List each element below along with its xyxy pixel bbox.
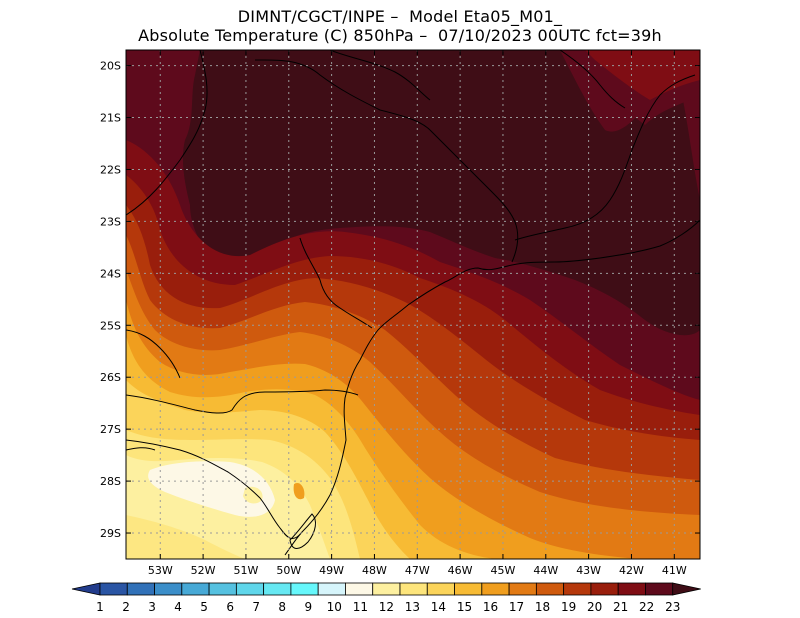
colorbar-swatch: [617, 582, 646, 596]
colorbar-label: 15: [457, 600, 472, 614]
colorbar-label: 9: [304, 600, 312, 614]
axis-ticks: 20S 21S 22S 23S 24S 25S 26S 27S 28S 29S 53W 52W 51W 5…: [100, 50, 700, 577]
colorbar-label: 22: [639, 600, 654, 614]
state-border-go: [329, 50, 431, 101]
lat-tick-label: 27S: [100, 423, 121, 436]
colorbar-label: 17: [509, 600, 524, 614]
boundaries: [126, 50, 700, 556]
colorbar-label: 23: [665, 600, 680, 614]
colorbar-swatch: [71, 582, 101, 596]
lon-tick-label: 48W: [362, 564, 387, 577]
lat-tick-label: 26S: [100, 371, 121, 384]
map-frame: [125, 49, 701, 560]
colorbar-swatch: [645, 582, 674, 596]
colorbar-swatch: [426, 582, 455, 596]
lat-tick-label: 28S: [100, 475, 121, 488]
colorbar-label: 5: [200, 600, 208, 614]
lat-tick-label: 29S: [100, 527, 121, 540]
field-21-patch: [585, 50, 700, 100]
state-border-mg-rj: [514, 149, 633, 241]
state-border-mg-es: [631, 74, 696, 151]
state-border-ms: [126, 50, 208, 216]
field-12-blob: [243, 486, 263, 504]
colorbar-label: 13: [405, 600, 420, 614]
lon-tick-label: 41W: [662, 564, 687, 577]
colorbar-swatch: [481, 582, 510, 596]
lon-tick-label: 47W: [405, 564, 430, 577]
lon-tick-label: 44W: [533, 564, 558, 577]
colorbar-label: 20: [587, 600, 602, 614]
colorbar-swatch: [454, 582, 483, 596]
field-23: [182, 50, 700, 336]
lagoa-dos-patos: [289, 513, 316, 549]
argentina-border: [126, 447, 156, 451]
colorbar-swatch: [590, 582, 619, 596]
field-16-blob: [293, 482, 305, 500]
lat-tick-label: 25S: [100, 319, 121, 332]
colorbar-swatch: [372, 582, 401, 596]
colorbar-swatch: [99, 582, 128, 596]
colorbar-label: 8: [278, 600, 286, 614]
lon-tick-label: 52W: [191, 564, 216, 577]
colorbar-swatch: [672, 582, 701, 596]
colorbar-label: 6: [226, 600, 234, 614]
field-13-strip: [126, 515, 245, 559]
colorbar-label: 19: [561, 600, 576, 614]
state-border-mg-sp: [254, 59, 519, 263]
colorbar-label: 10: [327, 600, 342, 614]
colorbar: 1 2 3 4 5 6 7 8 9 10 11 12 13 14 15 16 17 18 19 20 21 22 23: [71, 582, 701, 614]
colorbar-label: 3: [148, 600, 156, 614]
colorbar-swatch: [317, 582, 346, 596]
lat-tick-label: 23S: [100, 215, 121, 228]
graticule: [126, 50, 700, 559]
lat-tick-label: 20S: [100, 60, 121, 73]
coastline: [284, 219, 700, 556]
colorbar-label: 2: [122, 600, 130, 614]
colorbar-label: 16: [483, 600, 498, 614]
temperature-field: [126, 50, 700, 559]
lon-tick-label: 42W: [619, 564, 644, 577]
state-border-mg-ba: [559, 50, 626, 109]
colorbar-label: 11: [353, 600, 368, 614]
state-border-pr-sc: [126, 389, 359, 414]
colorbar-swatch: [508, 582, 537, 596]
colorbar-label: 12: [379, 600, 394, 614]
colorbar-label: 7: [252, 600, 260, 614]
lon-tick-label: 50W: [276, 564, 301, 577]
colorbar-label: 21: [613, 600, 628, 614]
paraguay-border: [126, 329, 181, 379]
colorbar-swatch: [345, 582, 374, 596]
colorbar-label: 18: [535, 600, 550, 614]
lat-tick-label: 24S: [100, 267, 121, 280]
state-border-sc-rs: [126, 439, 303, 540]
lon-tick-label: 49W: [319, 564, 344, 577]
colorbar-label: 4: [174, 600, 182, 614]
field-11: [148, 461, 275, 517]
colorbar-swatch: [263, 582, 292, 596]
state-border-sp-pr: [299, 237, 373, 329]
colorbar-swatch: [235, 582, 265, 596]
lon-tick-label: 46W: [448, 564, 473, 577]
colorbar-swatch: [399, 582, 428, 596]
colorbar-swatch: [126, 582, 155, 596]
lat-tick-label: 22S: [100, 163, 121, 176]
chart-title: DIMNT/CGCT/INPE – Model Eta05_M01_: [237, 7, 563, 26]
colorbar-label: 14: [431, 600, 446, 614]
colorbar-swatch: [563, 582, 592, 596]
lat-tick-label: 21S: [100, 112, 121, 125]
colorbar-swatch: [208, 582, 237, 596]
colorbar-swatch: [154, 582, 183, 596]
colorbar-swatch: [181, 582, 210, 596]
colorbar-label: 1: [96, 600, 104, 614]
lon-tick-label: 51W: [234, 564, 259, 577]
lon-tick-label: 45W: [491, 564, 516, 577]
lon-tick-label: 43W: [576, 564, 601, 577]
colorbar-swatch: [535, 582, 565, 596]
chart-subtitle: Absolute Temperature (C) 850hPa – 07/10/…: [138, 26, 662, 45]
colorbar-swatch: [290, 582, 319, 596]
lon-tick-label: 53W: [148, 564, 173, 577]
